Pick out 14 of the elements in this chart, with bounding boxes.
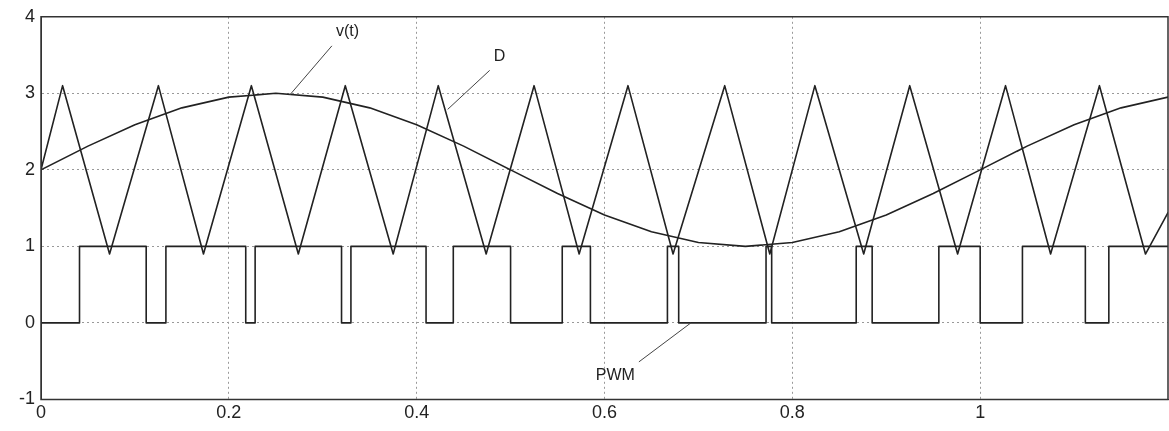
annotation: D — [493, 46, 506, 64]
y-tick-label: 4 — [24, 5, 35, 26]
y-tick-label: 3 — [24, 82, 35, 103]
y-tick-label: 1 — [24, 235, 35, 256]
annotation: v(t) — [335, 22, 359, 40]
y-tick-label: 0 — [24, 311, 35, 332]
x-tick-label: 1 — [975, 402, 986, 423]
x-tick-label: 0.4 — [404, 402, 430, 423]
x-tick-label: 0.8 — [779, 402, 805, 423]
y-tick-label: 2 — [24, 158, 35, 179]
x-tick-label: 0.2 — [216, 402, 242, 423]
x-tick-label: 0.6 — [591, 402, 618, 423]
annotation: PWM — [595, 366, 635, 384]
y-tick-label: -1 — [18, 388, 35, 409]
